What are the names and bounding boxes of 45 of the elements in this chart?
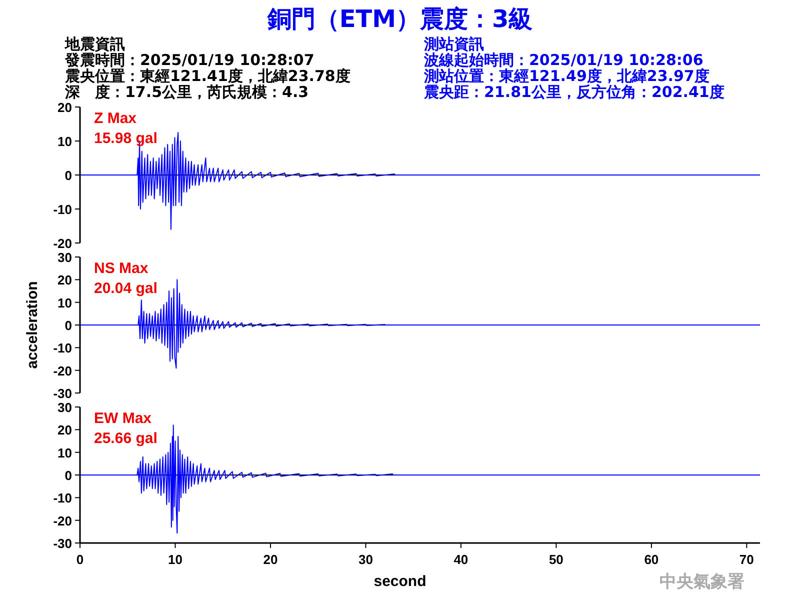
y-tick-label: -10 (53, 202, 72, 217)
text: 震央距：21.81公里，反方位角：202.41度 (423, 83, 724, 101)
y-tick-label: -30 (53, 386, 72, 401)
y-tick-label: -20 (53, 513, 72, 528)
text: 震央位置：東經121.41度，北緯23.78度 (64, 67, 350, 85)
y-tick-label: 0 (64, 318, 72, 333)
y-tick-label: 30 (58, 250, 72, 265)
text: 波線起始時間：2025/01/19 10:28:06 (423, 51, 704, 69)
x-axis-title: second (374, 573, 426, 590)
y-tick-label: 20 (58, 422, 72, 438)
x-tick-label: 0 (76, 552, 84, 567)
y-tick-label: -20 (53, 236, 72, 251)
text: 發震時間：2025/01/19 10:28:07 (64, 51, 314, 69)
annotation: NS Max (94, 260, 149, 277)
y-tick-label: -10 (53, 490, 72, 506)
chart-title: 銅門（ETM）震度：3級 (266, 5, 533, 33)
annotation: EW Max (94, 410, 152, 427)
text: 測站資訊 (423, 35, 484, 53)
y-tick-label: 30 (58, 400, 72, 415)
x-tick-label: 50 (548, 552, 564, 567)
x-tick-label: 30 (358, 552, 373, 567)
annotation: 25.66 gal (94, 430, 158, 447)
y-tick-label: 10 (58, 134, 72, 149)
x-tick-label: 10 (168, 552, 182, 567)
y-tick-label: 20 (58, 272, 72, 288)
annotation: 15.98 gal (94, 130, 158, 147)
annotation: Z Max (94, 110, 138, 127)
y-tick-label: 10 (58, 295, 72, 310)
y-tick-label: -20 (53, 363, 72, 378)
x-tick-label: 60 (644, 552, 659, 567)
y-tick-label: -10 (53, 340, 72, 356)
annotation: 20.04 gal (94, 280, 158, 297)
x-tick-label: 40 (454, 552, 468, 567)
y-tick-label: 10 (58, 445, 72, 460)
y-axis-title: acceleration (24, 281, 41, 369)
x-tick-label: 70 (739, 552, 754, 567)
y-tick-label: 20 (58, 100, 72, 115)
text: 測站位置：東經121.49度，北緯23.97度 (423, 67, 710, 85)
text: 地震資訊 (64, 35, 125, 53)
x-tick-label: 20 (263, 552, 278, 567)
text: 中央氣象署 (660, 572, 744, 592)
y-tick-label: 0 (64, 468, 72, 483)
text: 深 度：17.5公里，芮氏規模：4.3 (64, 83, 309, 101)
y-tick-label: 0 (64, 168, 72, 183)
y-tick-label: -30 (53, 536, 72, 551)
